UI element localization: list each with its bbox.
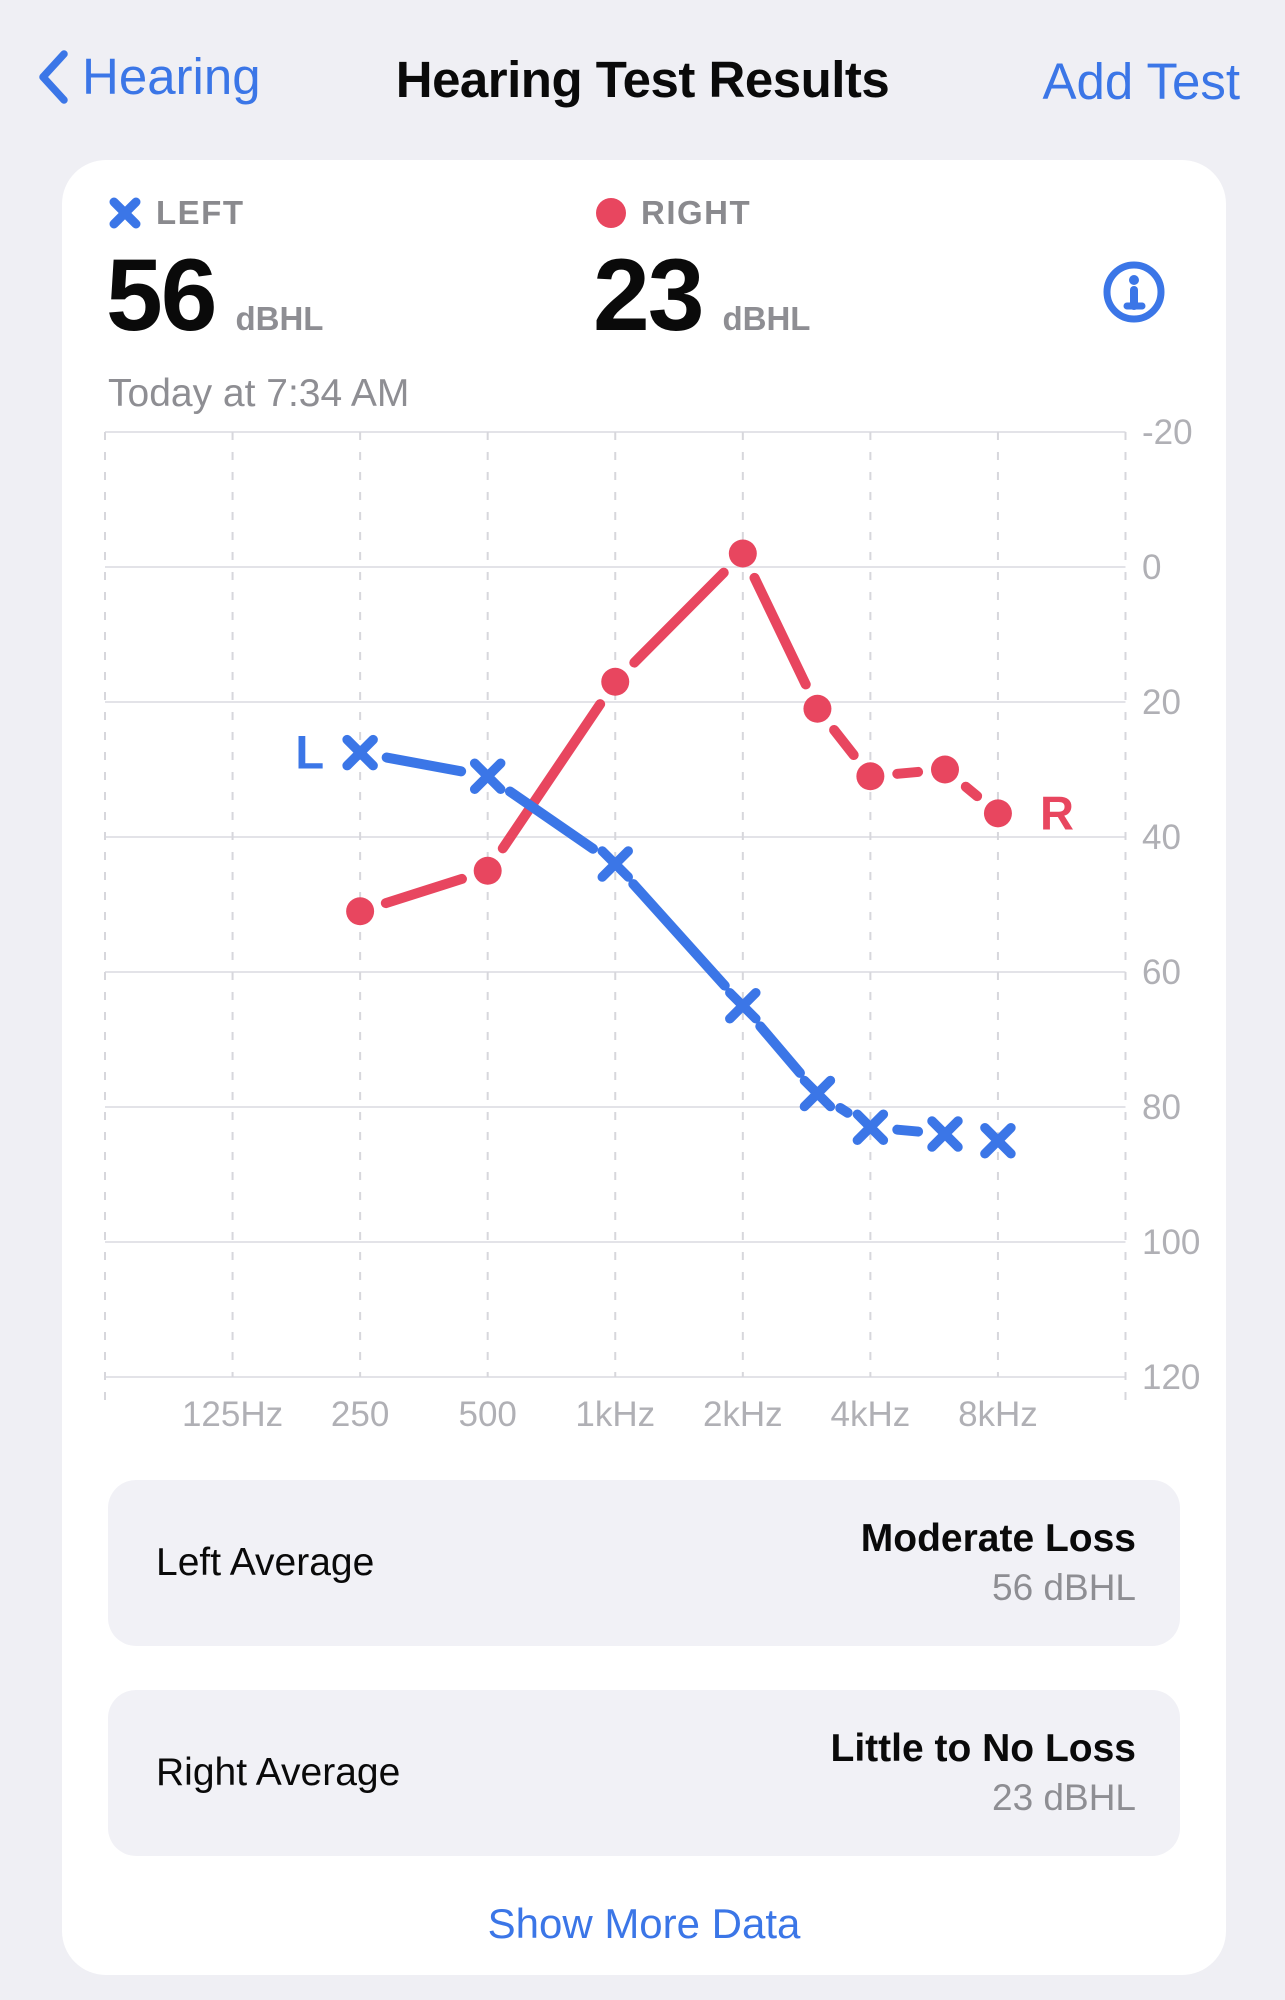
info-icon xyxy=(1103,261,1165,323)
legend-right-ear: RIGHT xyxy=(595,194,752,231)
left-average-status: Moderate Loss xyxy=(860,1517,1136,1560)
right-average-status: Little to No Loss xyxy=(830,1727,1137,1770)
page-title: Hearing Test Results xyxy=(395,51,890,108)
left-ear-unit: dBHL xyxy=(235,300,324,337)
chevron-left-icon xyxy=(39,50,68,104)
nav-back-button[interactable]: Hearing xyxy=(38,44,261,110)
right-average-card: Right Average Little to No Loss 23 dBHL xyxy=(108,1690,1180,1856)
add-test-button[interactable]: Add Test xyxy=(1042,53,1240,110)
right-ear-value: 23 xyxy=(593,238,704,352)
right-ear-unit: dBHL xyxy=(722,300,811,337)
left-ear-label: LEFT xyxy=(156,194,245,231)
right-ear-result: 23 dBHL xyxy=(593,244,810,346)
left-average-card: Left Average Moderate Loss 56 dBHL xyxy=(108,1480,1180,1646)
left-average-title: Left Average xyxy=(156,1541,375,1584)
test-date: Today at 7:34 AM xyxy=(108,372,410,415)
right-ear-label: RIGHT xyxy=(641,194,752,231)
left-ear-value: 56 xyxy=(106,238,217,352)
show-more-data-button[interactable]: Show More Data xyxy=(487,1900,801,1947)
legend-left-ear: LEFT xyxy=(108,194,245,231)
nav-back-label: Hearing xyxy=(82,48,261,105)
right-average-title: Right Average xyxy=(156,1751,401,1794)
results-card: LEFT RIGHT 56 dBHL 23 dBHL Today at 7:34… xyxy=(62,160,1226,1975)
dot-marker-icon xyxy=(596,198,626,228)
x-marker-icon xyxy=(109,197,141,229)
left-average-value: 56 dBHL xyxy=(992,1567,1136,1608)
left-ear-result: 56 dBHL xyxy=(106,244,323,346)
right-average-value: 23 dBHL xyxy=(992,1777,1136,1818)
info-button[interactable] xyxy=(1102,260,1166,324)
